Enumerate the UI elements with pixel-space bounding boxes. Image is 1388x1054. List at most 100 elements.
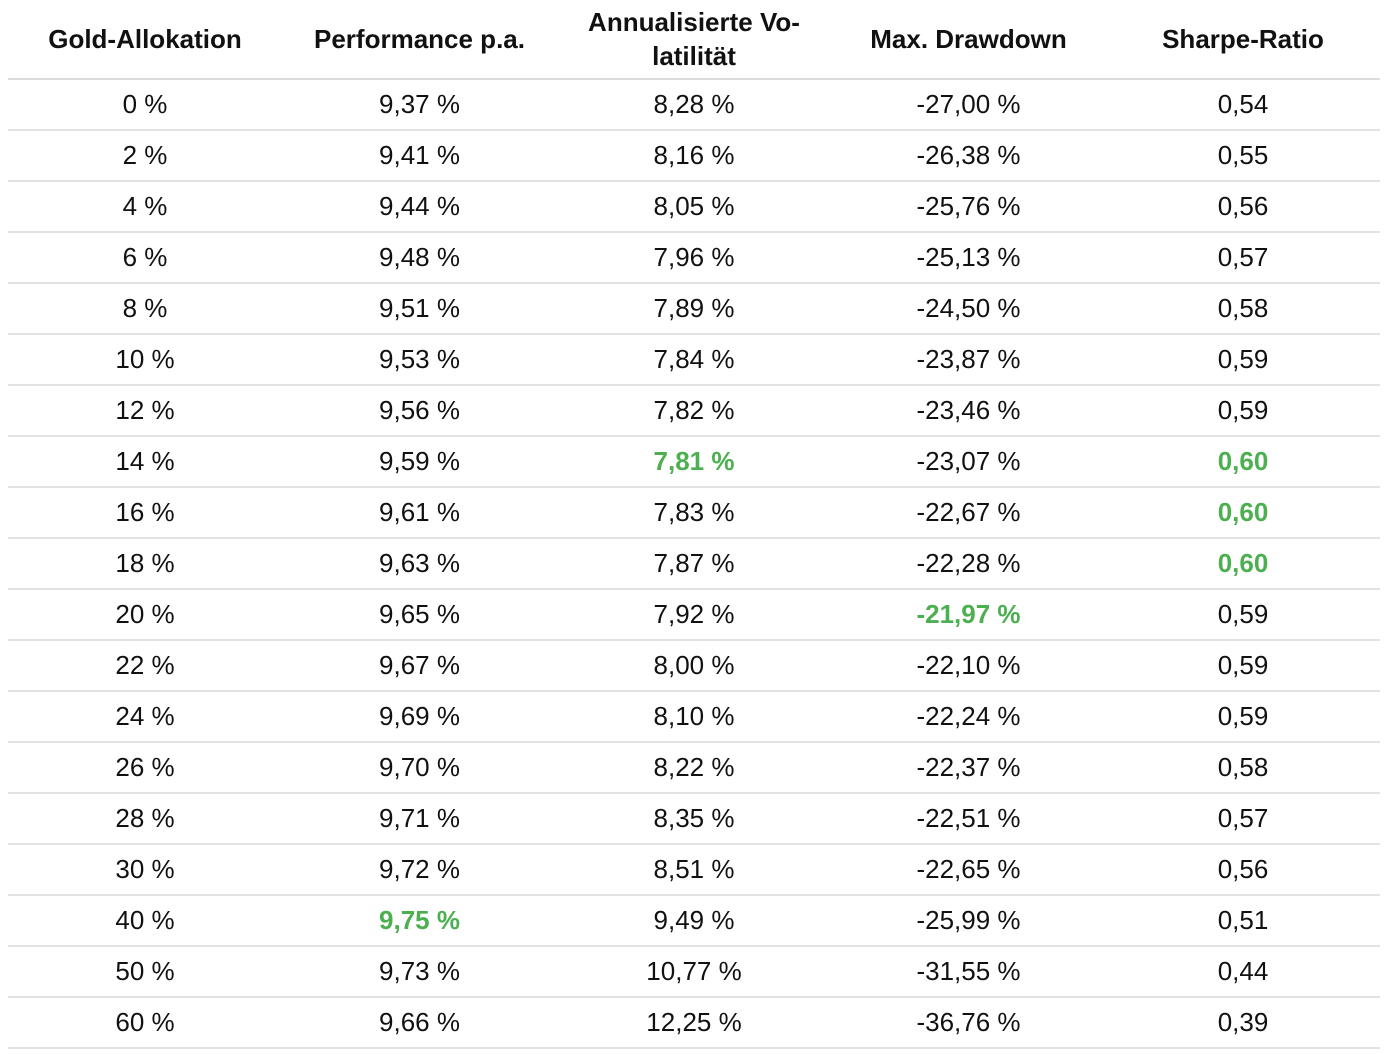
cell-sharpe-ratio: 0,39 [1106,997,1380,1049]
cell-volatility: 7,87 % [557,538,831,590]
cell-performance: 9,71 % [282,793,557,845]
cell-sharpe-ratio: 0,55 [1106,130,1380,182]
cell-sharpe-ratio: 0,59 [1106,691,1380,743]
cell-max-drawdown: -26,38 % [831,130,1106,182]
table-row: 50 % 9,73 % 10,77 % -31,55 % 0,44 [8,946,1380,998]
cell-max-drawdown: -36,76 % [831,997,1106,1049]
header-row: Gold-Allokation Performance p.a. Annuali… [8,0,1380,80]
cell-sharpe-ratio: 0,58 [1106,742,1380,794]
cell-performance: 9,51 % [282,283,557,335]
cell-gold-allocation: 24 % [8,691,282,743]
cell-volatility: 8,28 % [557,79,831,131]
cell-volatility: 8,10 % [557,691,831,743]
cell-volatility: 7,82 % [557,385,831,437]
cell-max-drawdown: -22,24 % [831,691,1106,743]
header-volatility: Annualisierte Vo-latilität [557,0,831,80]
cell-gold-allocation: 26 % [8,742,282,794]
table-row: 20 % 9,65 % 7,92 % -21,97 % 0,59 [8,589,1380,641]
cell-max-drawdown: -22,67 % [831,487,1106,539]
cell-performance: 9,63 % [282,538,557,590]
cell-gold-allocation: 18 % [8,538,282,590]
cell-max-drawdown: -22,37 % [831,742,1106,794]
cell-max-drawdown: -21,97 % [831,589,1106,641]
table-row: 0 % 9,37 % 8,28 % -27,00 % 0,54 [8,79,1380,131]
cell-max-drawdown: -24,50 % [831,283,1106,335]
cell-max-drawdown: -27,00 % [831,79,1106,131]
cell-sharpe-ratio: 0,44 [1106,946,1380,998]
table-row: 60 % 9,66 % 12,25 % -36,76 % 0,39 [8,997,1380,1049]
cell-volatility: 7,81 % [557,436,831,488]
cell-gold-allocation: 50 % [8,946,282,998]
cell-volatility: 9,49 % [557,895,831,947]
table-row: 2 % 9,41 % 8,16 % -26,38 % 0,55 [8,130,1380,182]
cell-gold-allocation: 20 % [8,589,282,641]
cell-gold-allocation: 30 % [8,844,282,896]
cell-max-drawdown: -22,28 % [831,538,1106,590]
table-row: 4 % 9,44 % 8,05 % -25,76 % 0,56 [8,181,1380,233]
cell-sharpe-ratio: 0,59 [1106,640,1380,692]
cell-max-drawdown: -25,99 % [831,895,1106,947]
cell-performance: 9,61 % [282,487,557,539]
cell-sharpe-ratio: 0,57 [1106,232,1380,284]
cell-volatility: 12,25 % [557,997,831,1049]
cell-performance: 9,75 % [282,895,557,947]
cell-performance: 9,44 % [282,181,557,233]
cell-gold-allocation: 28 % [8,793,282,845]
cell-volatility: 7,83 % [557,487,831,539]
cell-performance: 9,70 % [282,742,557,794]
cell-performance: 9,59 % [282,436,557,488]
cell-performance: 9,41 % [282,130,557,182]
header-max-drawdown: Max. Drawdown [831,0,1106,80]
cell-performance: 9,67 % [282,640,557,692]
cell-performance: 9,69 % [282,691,557,743]
table-row: 14 % 9,59 % 7,81 % -23,07 % 0,60 [8,436,1380,488]
cell-performance: 9,56 % [282,385,557,437]
cell-max-drawdown: -23,87 % [831,334,1106,386]
table-row: 30 % 9,72 % 8,51 % -22,65 % 0,56 [8,844,1380,896]
cell-gold-allocation: 2 % [8,130,282,182]
cell-max-drawdown: -22,10 % [831,640,1106,692]
table-row: 8 % 9,51 % 7,89 % -24,50 % 0,58 [8,283,1380,335]
table-row: 24 % 9,69 % 8,10 % -22,24 % 0,59 [8,691,1380,743]
cell-volatility: 7,92 % [557,589,831,641]
cell-sharpe-ratio: 0,54 [1106,79,1380,131]
cell-volatility: 8,22 % [557,742,831,794]
cell-volatility: 7,84 % [557,334,831,386]
table-header: Gold-Allokation Performance p.a. Annuali… [8,0,1380,80]
header-sharpe-ratio: Sharpe-Ratio [1106,0,1380,80]
cell-volatility: 7,89 % [557,283,831,335]
cell-gold-allocation: 14 % [8,436,282,488]
cell-sharpe-ratio: 0,56 [1106,844,1380,896]
cell-sharpe-ratio: 0,60 [1106,436,1380,488]
cell-performance: 9,65 % [282,589,557,641]
cell-sharpe-ratio: 0,51 [1106,895,1380,947]
table-row: 22 % 9,67 % 8,00 % -22,10 % 0,59 [8,640,1380,692]
cell-sharpe-ratio: 0,60 [1106,487,1380,539]
table-row: 16 % 9,61 % 7,83 % -22,67 % 0,60 [8,487,1380,539]
cell-gold-allocation: 16 % [8,487,282,539]
cell-volatility: 8,35 % [557,793,831,845]
cell-volatility: 8,05 % [557,181,831,233]
cell-performance: 9,73 % [282,946,557,998]
cell-gold-allocation: 12 % [8,385,282,437]
cell-max-drawdown: -25,76 % [831,181,1106,233]
cell-volatility: 7,96 % [557,232,831,284]
header-gold-allocation: Gold-Allokation [8,0,282,80]
cell-gold-allocation: 60 % [8,997,282,1049]
cell-sharpe-ratio: 0,58 [1106,283,1380,335]
cell-volatility: 10,77 % [557,946,831,998]
cell-performance: 9,66 % [282,997,557,1049]
gold-allocation-table: Gold-Allokation Performance p.a. Annuali… [8,0,1380,1049]
cell-gold-allocation: 4 % [8,181,282,233]
table-row: 28 % 9,71 % 8,35 % -22,51 % 0,57 [8,793,1380,845]
table-row: 10 % 9,53 % 7,84 % -23,87 % 0,59 [8,334,1380,386]
cell-max-drawdown: -25,13 % [831,232,1106,284]
cell-gold-allocation: 22 % [8,640,282,692]
cell-max-drawdown: -22,51 % [831,793,1106,845]
cell-gold-allocation: 8 % [8,283,282,335]
cell-performance: 9,48 % [282,232,557,284]
cell-gold-allocation: 0 % [8,79,282,131]
cell-max-drawdown: -23,07 % [831,436,1106,488]
cell-volatility: 8,16 % [557,130,831,182]
cell-performance: 9,72 % [282,844,557,896]
